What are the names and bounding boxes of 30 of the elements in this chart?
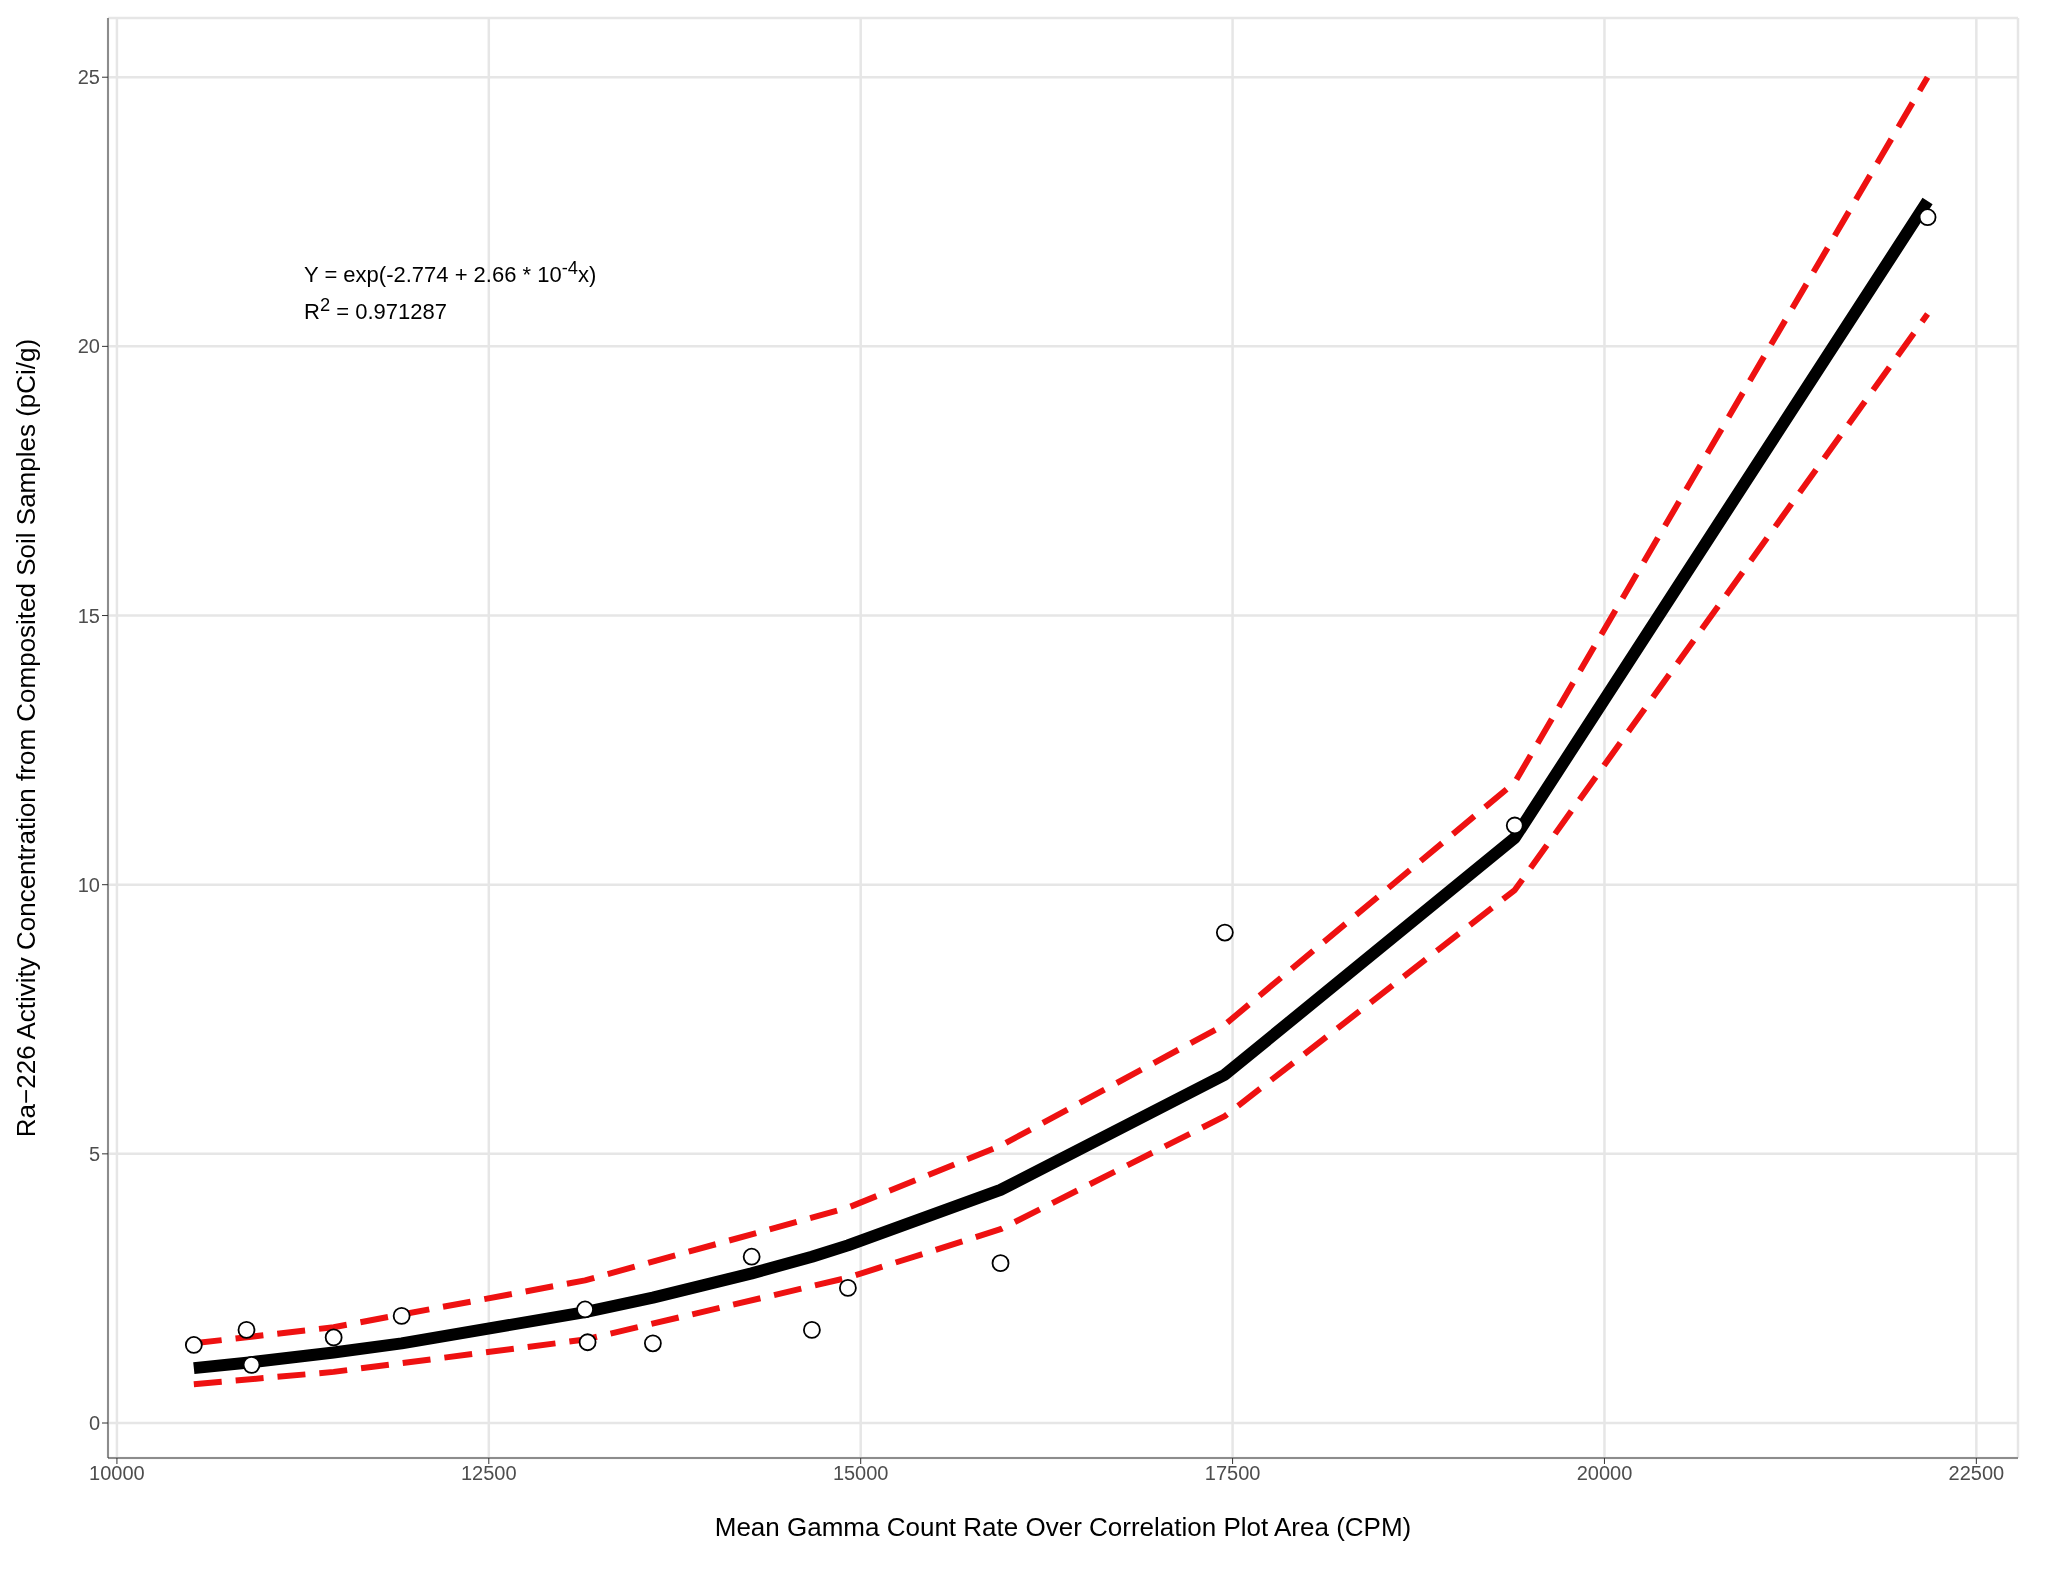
x-tick-label: 15000 <box>832 1462 889 1485</box>
point <box>643 1334 662 1353</box>
x-axis-title: Mean Gamma Count Rate Over Correlation Plot Area (CPM) <box>714 1512 1412 1542</box>
point <box>839 1278 857 1297</box>
point <box>242 1355 261 1374</box>
point <box>742 1247 761 1266</box>
x-tick-label: 22500 <box>1948 1462 2005 1485</box>
y-tick-label: 0 <box>88 1412 100 1435</box>
point <box>991 1254 1010 1273</box>
y-tick-label: 20 <box>77 335 100 358</box>
point <box>1505 816 1524 835</box>
y-tick-label: 15 <box>77 604 100 627</box>
y-tick-label: 25 <box>77 66 100 89</box>
x-tick-label: 20000 <box>1576 1462 1633 1485</box>
x-tick-label: 12500 <box>461 1462 517 1485</box>
point <box>578 1333 597 1352</box>
x-tick-label: 10000 <box>89 1462 145 1485</box>
point <box>803 1320 821 1339</box>
point <box>576 1300 594 1319</box>
point <box>392 1306 411 1325</box>
point <box>1918 208 1937 227</box>
y-tick-label: 10 <box>77 873 100 896</box>
point <box>324 1328 343 1347</box>
point <box>184 1336 203 1354</box>
point <box>237 1320 256 1339</box>
y-axis-title: Ra−226 Activity Concentration from Composited Soil Samples (pCi/g) <box>11 338 42 1138</box>
x-tick-label: 17500 <box>1204 1462 1261 1485</box>
text: Y = exp(-2.774 + 2.66 * 10$^{-4}$x) R$^{2}$ = 0.971287 <box>304 257 597 325</box>
point <box>1215 923 1234 942</box>
y-tick-label: 5 <box>88 1142 100 1165</box>
